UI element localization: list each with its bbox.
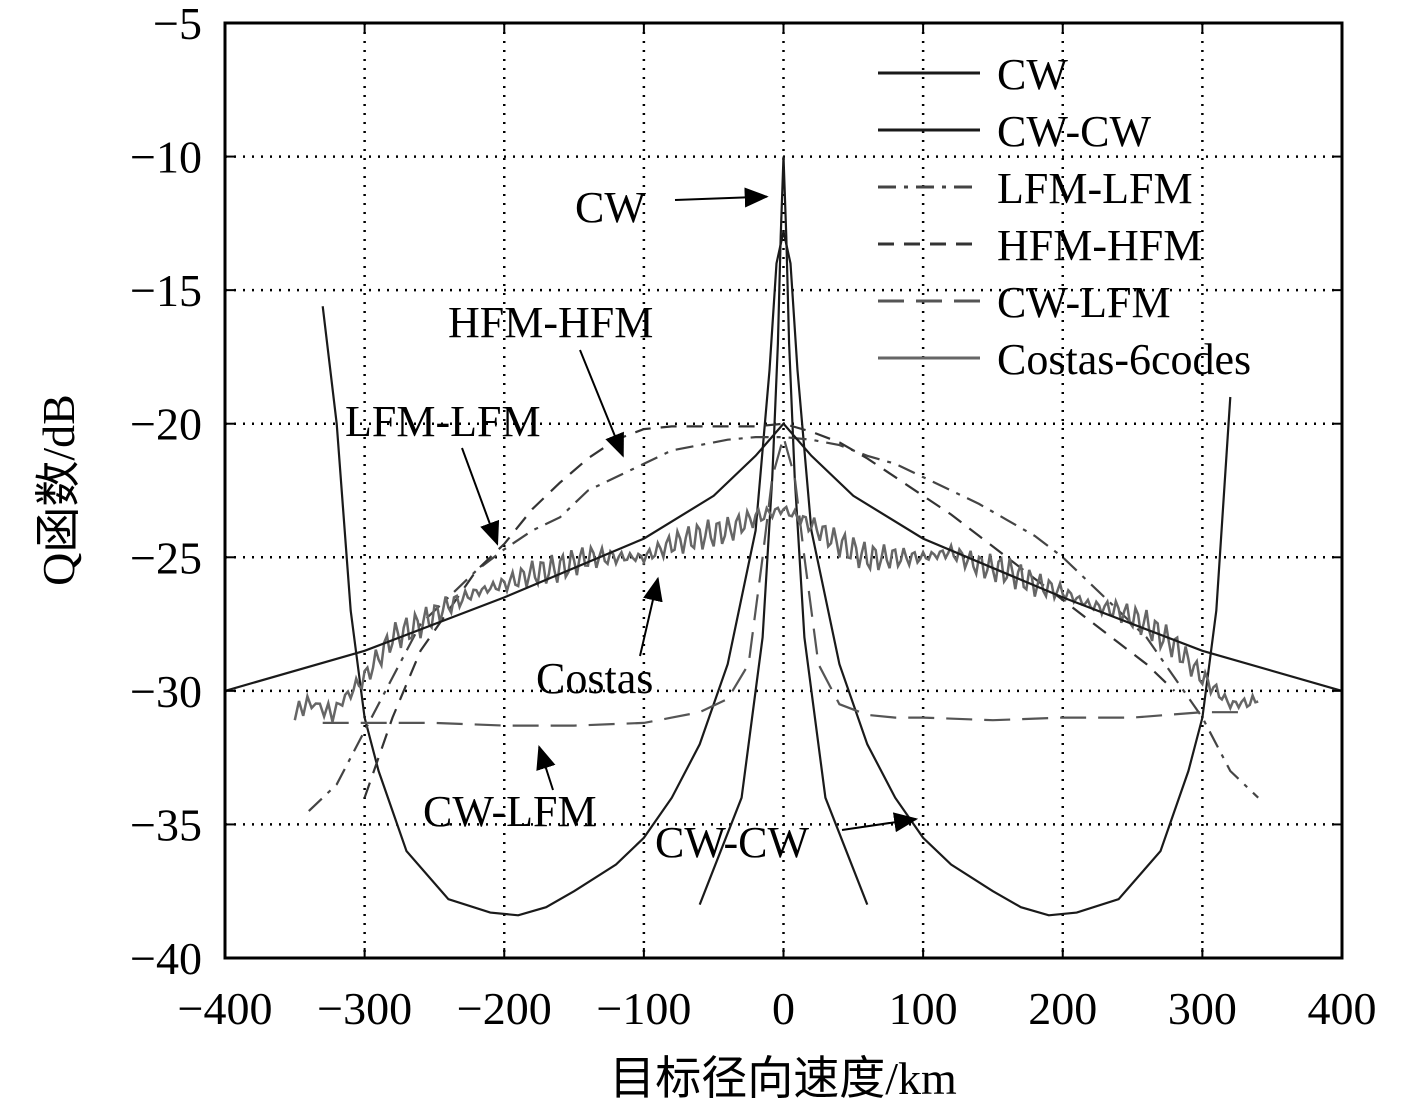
y-tick-label: −20 [130, 399, 202, 450]
x-tick-label: −400 [178, 983, 273, 1034]
x-tick-label: −300 [317, 983, 412, 1034]
x-tick-label: 300 [1168, 983, 1237, 1034]
legend-label: LFM-LFM [997, 164, 1193, 213]
annotation-arrow [841, 812, 919, 833]
y-axis-title: Q函数/dB [33, 394, 84, 586]
y-tick-label: −10 [130, 132, 202, 183]
x-tick-label: 100 [889, 983, 958, 1034]
annotation-arrow [639, 576, 663, 657]
x-tick-label: 0 [772, 983, 795, 1034]
x-tick-label: −100 [596, 983, 691, 1034]
y-tick-label: −15 [130, 265, 202, 316]
annotation-label: CW-LFM [423, 787, 597, 836]
x-axis-title: 目标径向速度/km [609, 1053, 957, 1104]
x-tick-label: 200 [1028, 983, 1097, 1034]
x-tick-label: −200 [457, 983, 552, 1034]
legend: CW CW-CW LFM-LFM HFM-HFM CW-LFM Costas-6codes [878, 50, 1251, 384]
annotation-arrow [674, 187, 769, 208]
series-line-hfm-hfm [363, 422, 1176, 799]
legend-label: CW [997, 50, 1068, 99]
series-line-costas-6codes [293, 504, 1259, 723]
annotation-label: HFM-HFM [448, 298, 653, 347]
series-line-cw-lfm [322, 433, 1245, 727]
series-line-costas-6codes-base [224, 422, 1343, 692]
series-line-lfm-lfm [308, 436, 1259, 812]
annotation-arrow [536, 745, 556, 791]
annotation-arrow [461, 447, 500, 546]
legend-label: Costas-6codes [997, 335, 1251, 384]
annotation-label: CW-CW [655, 818, 809, 867]
y-tick-label: −35 [130, 799, 202, 850]
x-tick-label: 400 [1308, 983, 1377, 1034]
annotation-arrow [579, 349, 624, 458]
annotation-label: CW [575, 183, 646, 232]
y-tick-label: −30 [130, 666, 202, 717]
series-line-cw-cw [321, 231, 1232, 917]
legend-label: HFM-HFM [997, 221, 1202, 270]
annotations: CW HFM-HFM LFM-LFM Costas CW-LFM CW-CW [345, 183, 919, 867]
series-line-cw [698, 156, 869, 906]
annotation-label: LFM-LFM [345, 397, 541, 446]
y-tick-label: −5 [153, 0, 202, 49]
plot-series [224, 156, 1343, 917]
annotation-label: Costas [536, 654, 653, 703]
y-tick-label: −25 [130, 532, 202, 583]
legend-label: CW-CW [997, 107, 1151, 156]
y-tick-label: −40 [130, 933, 202, 984]
legend-label: CW-LFM [997, 278, 1171, 327]
axis-ticks: −400 −300 −200 −100 0 100 200 300 400 −5 −10 −15 −20… [130, 0, 1376, 1034]
